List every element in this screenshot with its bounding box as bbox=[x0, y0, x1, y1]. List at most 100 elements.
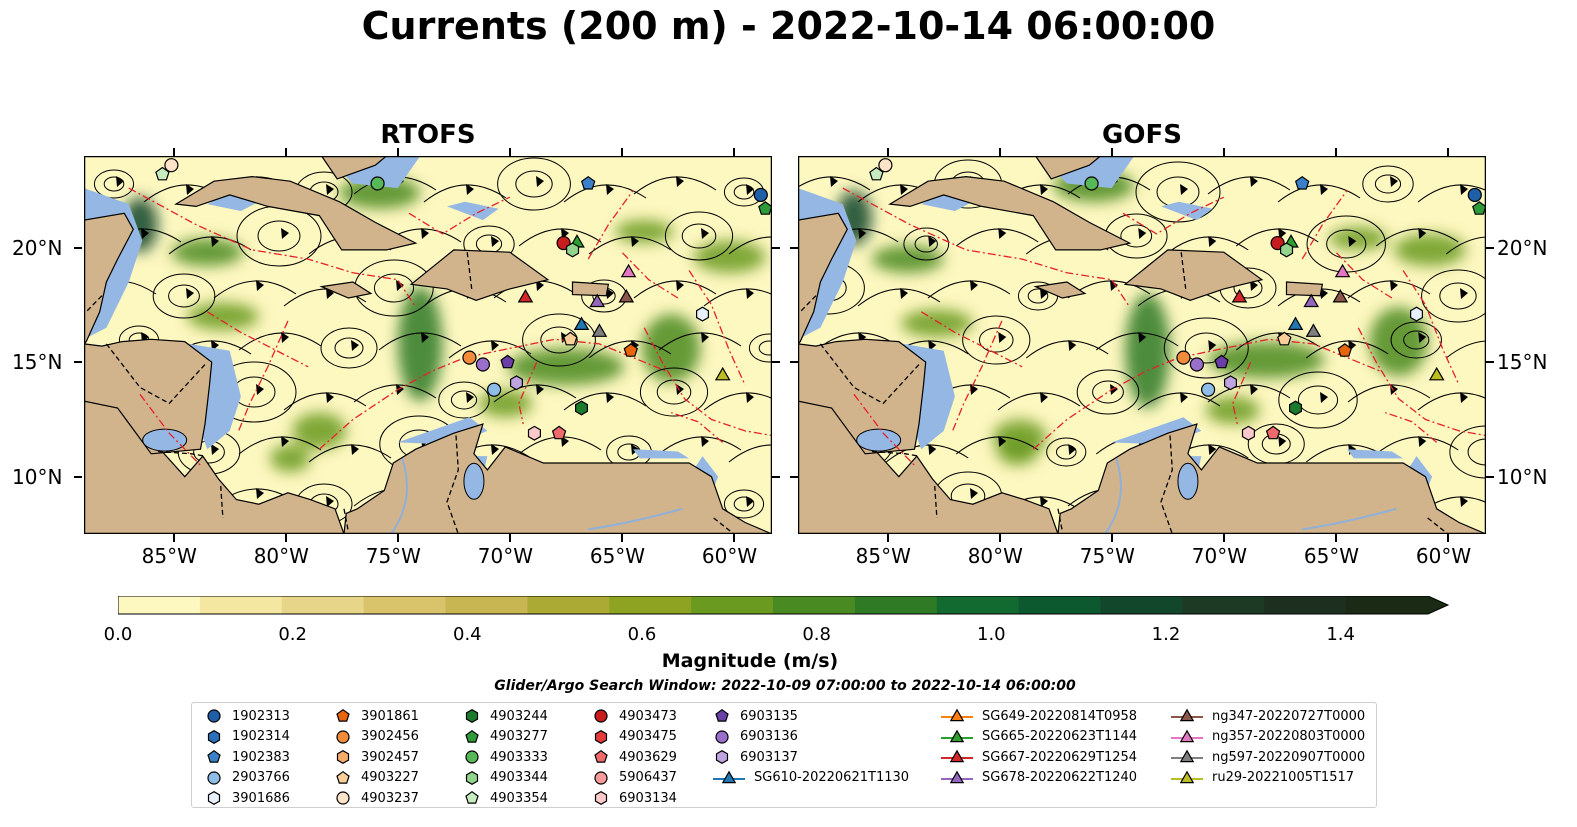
map-marker-4903354[interactable] bbox=[869, 166, 884, 181]
map-marker-sg678-20220622t1240[interactable] bbox=[1303, 293, 1320, 308]
map-marker-4903344[interactable] bbox=[1280, 242, 1294, 258]
map-marker-ru29-20221005t1517[interactable] bbox=[1428, 366, 1445, 381]
map-marker-3902456[interactable] bbox=[1176, 350, 1191, 365]
legend-label: 4903344 bbox=[490, 770, 548, 785]
legend-item: 4903227 bbox=[333, 768, 419, 788]
map-marker-6903137[interactable] bbox=[510, 375, 523, 391]
map-marker-6903135[interactable] bbox=[500, 354, 515, 369]
map-marker-4903227[interactable] bbox=[1277, 331, 1292, 346]
map-marker-4903237[interactable] bbox=[878, 158, 893, 173]
lon-tick-mark bbox=[396, 534, 399, 542]
legend-label: ng347-20220727T0000 bbox=[1212, 708, 1366, 724]
map-marker-sg610-20220621t1130[interactable] bbox=[1287, 316, 1304, 330]
map-marker-4903227[interactable] bbox=[563, 331, 578, 346]
map-marker-6903137[interactable] bbox=[1224, 375, 1237, 391]
map-marker-4903344[interactable] bbox=[566, 242, 580, 258]
map-marker-2903766[interactable] bbox=[1201, 382, 1216, 397]
lon-tick-mark bbox=[886, 534, 889, 542]
map-marker-6903134[interactable] bbox=[1241, 425, 1255, 441]
map-marker-6903135[interactable] bbox=[1214, 354, 1229, 369]
colorbar-segment bbox=[527, 596, 610, 614]
map-marker-3901861[interactable] bbox=[1337, 343, 1353, 357]
legend-item: ru29-20221005T1517 bbox=[1170, 768, 1354, 788]
lon-tick-mark bbox=[1446, 148, 1449, 156]
legend-item: 3902457 bbox=[333, 747, 419, 767]
legend-item: 4903244 bbox=[462, 706, 548, 726]
lat-tick-label-right: 20°N bbox=[1497, 235, 1548, 260]
map-marker-1902313[interactable] bbox=[1467, 187, 1482, 203]
colorbar bbox=[118, 596, 1450, 615]
legend-label: SG667-20220629T1254 bbox=[982, 749, 1138, 765]
panel-title-gofs: GOFS bbox=[1102, 120, 1182, 150]
figure-title: Currents (200 m) - 2022-10-14 06:00:00 bbox=[361, 4, 1216, 48]
triangle-marker-icon bbox=[1171, 708, 1203, 722]
map-marker-ng597-20220907t0000[interactable] bbox=[1305, 323, 1322, 337]
legend-item: 6903134 bbox=[591, 788, 677, 808]
hexagon-marker-icon bbox=[465, 709, 479, 723]
map-marker-4903237[interactable] bbox=[164, 158, 179, 173]
map-marker-ng597-20220907t0000[interactable] bbox=[591, 323, 608, 337]
map-marker-sg610-20220621t1130[interactable] bbox=[573, 316, 590, 330]
map-marker-3902456[interactable] bbox=[462, 350, 477, 365]
colorbar-tick-label: 0.0 bbox=[103, 624, 133, 645]
triangle-marker-icon bbox=[1171, 749, 1203, 763]
map-marker-ng347-20220727t0000[interactable] bbox=[618, 288, 635, 303]
map-marker-2903766[interactable] bbox=[487, 382, 502, 397]
map-marker-4903629[interactable] bbox=[551, 425, 567, 440]
pentagon-marker-icon bbox=[465, 729, 479, 743]
map-panel-gofs[interactable] bbox=[798, 156, 1486, 534]
lat-tick-label-right: 15°N bbox=[1497, 350, 1548, 375]
map-marker-4903277[interactable] bbox=[758, 201, 772, 215]
lon-tick-mark bbox=[508, 534, 511, 542]
legend-item: 3901861 bbox=[333, 706, 419, 726]
pentagon-marker-icon bbox=[207, 749, 221, 763]
map-marker-1902383[interactable] bbox=[580, 175, 596, 190]
legend-label: ng597-20220907T0000 bbox=[1212, 749, 1366, 765]
map-marker-4903354[interactable] bbox=[155, 166, 170, 181]
pentagon-marker-icon bbox=[715, 708, 729, 722]
legend-label: 4903237 bbox=[361, 790, 419, 806]
map-marker-3901686[interactable] bbox=[1409, 306, 1424, 322]
colorbar-segment bbox=[118, 596, 201, 614]
map-marker-6903134[interactable] bbox=[527, 425, 541, 441]
colorbar-segment bbox=[1264, 596, 1347, 614]
map-marker-4903244[interactable] bbox=[575, 400, 588, 416]
map-marker-3901861[interactable] bbox=[623, 343, 639, 357]
panel-title-rtofs: RTOFS bbox=[380, 120, 476, 150]
triangle-marker-icon bbox=[941, 749, 973, 763]
map-marker-ng357-20220803t0000[interactable] bbox=[620, 263, 637, 278]
map-marker-sg678-20220622t1240[interactable] bbox=[589, 293, 606, 308]
map-marker-ng347-20220727t0000[interactable] bbox=[1332, 288, 1349, 303]
map-marker-1902383[interactable] bbox=[1294, 175, 1310, 190]
map-marker-6903136[interactable] bbox=[475, 357, 491, 372]
map-marker-4903629[interactable] bbox=[1265, 425, 1281, 440]
lon-tick-mark bbox=[620, 534, 623, 542]
map-marker-sg667-20220629t1254[interactable] bbox=[1231, 288, 1248, 303]
map-marker-ng357-20220803t0000[interactable] bbox=[1334, 263, 1351, 278]
lat-tick-mark bbox=[1486, 361, 1494, 364]
map-marker-3901686[interactable] bbox=[695, 306, 710, 322]
hexagon-marker-icon bbox=[715, 750, 729, 764]
lat-tick-mark bbox=[772, 246, 780, 249]
hexagon-marker-icon bbox=[594, 791, 608, 805]
pentagon-marker-icon bbox=[336, 770, 350, 784]
map-marker-4903333[interactable] bbox=[370, 176, 385, 191]
colorbar-segment bbox=[1100, 596, 1183, 614]
circle-marker-icon bbox=[594, 709, 608, 723]
triangle-marker-icon bbox=[1171, 770, 1203, 783]
map-marker-sg667-20220629t1254[interactable] bbox=[517, 288, 534, 303]
circle-marker-icon bbox=[336, 791, 350, 805]
colorbar-segment bbox=[936, 596, 1020, 614]
hexagon-marker-icon bbox=[207, 791, 221, 805]
map-marker-4903277[interactable] bbox=[1472, 201, 1486, 215]
legend-item: 2903766 bbox=[204, 768, 290, 788]
legend-label: 3901686 bbox=[232, 790, 290, 806]
map-marker-4903244[interactable] bbox=[1289, 400, 1302, 416]
map-marker-6903136[interactable] bbox=[1189, 357, 1205, 372]
map-marker-ru29-20221005t1517[interactable] bbox=[714, 366, 731, 381]
map-marker-1902313[interactable] bbox=[753, 187, 768, 203]
lat-tick-mark bbox=[772, 361, 780, 364]
map-panel-rtofs[interactable] bbox=[84, 156, 772, 534]
map-marker-4903333[interactable] bbox=[1084, 176, 1099, 191]
legend-item: 3901686 bbox=[204, 788, 290, 808]
